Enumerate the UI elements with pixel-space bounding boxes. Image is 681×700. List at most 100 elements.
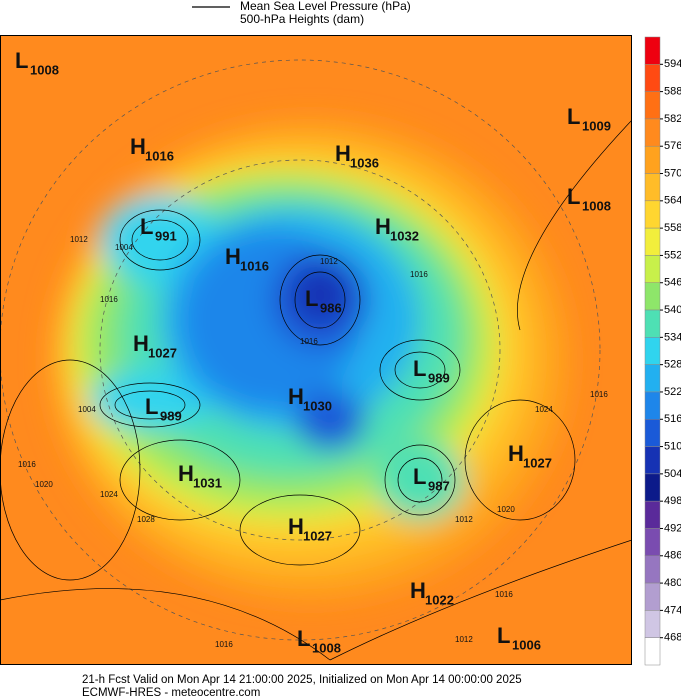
isobar-label: 1012 [455, 515, 473, 524]
center-kind: H [288, 384, 304, 409]
colorbar-tick-label: 540 [664, 304, 681, 316]
center-kind: L [305, 286, 318, 311]
colorbar-tick-label: 558 [664, 222, 681, 234]
colorbar-tick-label: 480 [664, 577, 681, 589]
colorbar-tick-label: 534 [664, 331, 681, 343]
isobar-label: 1016 [18, 460, 36, 469]
colorbar-tick-label: 486 [664, 550, 681, 562]
colorbar-tick-label: 492 [664, 522, 681, 534]
center-kind: H [178, 461, 194, 486]
center-pressure: 1016 [145, 148, 174, 163]
isobar-label: 1016 [100, 295, 118, 304]
colorbar-swatch [644, 309, 661, 338]
colorbar-swatch [644, 528, 661, 557]
colorbar-swatch [644, 118, 661, 147]
center-kind: H [133, 331, 149, 356]
colorbar-tick-label: 564 [664, 195, 681, 207]
center-kind: H [410, 578, 426, 603]
center-kind: H [130, 134, 146, 159]
colorbar-tick-label: 504 [664, 468, 681, 480]
center-pressure: 986 [320, 300, 342, 315]
colorbar-swatch [644, 337, 661, 365]
center-pressure: 1022 [425, 592, 454, 607]
isobar-label: 1016 [215, 640, 233, 649]
colorbar-tick-label: 468 [664, 632, 681, 644]
legend-line-label: Mean Sea Level Pressure (hPa) [240, 0, 411, 13]
center-kind: H [508, 441, 524, 466]
colorbar-swatch [644, 227, 661, 256]
colorbar-swatch [644, 555, 661, 584]
center-pressure: 1008 [582, 198, 611, 213]
colorbar-tick-label: 510 [664, 440, 681, 452]
colorbar-tick-label: 570 [664, 167, 681, 179]
center-pressure: 1031 [193, 475, 222, 490]
colorbar-swatch [644, 637, 661, 666]
colorbar-swatch [644, 391, 661, 420]
colorbar-tick-label: 474 [664, 604, 681, 616]
center-kind: L [497, 623, 510, 648]
colorbar-tick-label: 552 [664, 249, 681, 261]
colorbar-swatch [644, 446, 661, 475]
center-kind: H [375, 214, 391, 239]
colorbar-swatch [644, 36, 661, 65]
isobar-label: 1028 [137, 515, 155, 524]
center-pressure: 1030 [303, 398, 332, 413]
isobars [0, 59, 632, 661]
center-pressure: 989 [428, 370, 450, 385]
legend-fill-label: 500-hPa Heights (dam) [240, 12, 364, 26]
colorbar-swatch [644, 500, 661, 529]
center-pressure: 1027 [523, 455, 552, 470]
colorbar-swatch [644, 473, 661, 502]
colorbar-swatch [644, 582, 661, 611]
center-kind: H [288, 514, 304, 539]
center-pressure: 991 [155, 228, 177, 243]
center-pressure: 1009 [582, 118, 611, 133]
colorbar-tick-label: 588 [664, 86, 681, 98]
colorbar-tick-label: 522 [664, 386, 681, 398]
isobar-label: 1020 [497, 505, 515, 514]
colorbar-swatch [644, 145, 661, 174]
center-kind: L [413, 356, 426, 381]
colorbar-swatch [644, 91, 661, 120]
colorbar-swatch [644, 255, 661, 283]
center-pressure: 1006 [512, 637, 541, 652]
colorbar-swatch [644, 364, 661, 393]
center-kind: L [567, 104, 580, 129]
isobar-label: 1016 [410, 270, 428, 279]
map-frame [0, 35, 632, 665]
center-pressure: 1016 [240, 258, 269, 273]
colorbar-swatch [644, 610, 661, 638]
center-kind: L [297, 626, 310, 651]
colorbar-tick-label: 528 [664, 359, 681, 371]
colorbar-swatch [644, 200, 661, 229]
colorbar-tick-label: 582 [664, 113, 681, 125]
isobar-label: 1012 [320, 257, 338, 266]
center-pressure: 989 [160, 408, 182, 423]
isobar-label: 1016 [300, 337, 318, 346]
isobar-label: 1020 [35, 480, 53, 489]
center-pressure: 987 [428, 478, 450, 493]
colorbar-swatch [644, 419, 661, 447]
center-kind: L [413, 464, 426, 489]
center-kind: L [140, 214, 153, 239]
isobar-label: 1024 [535, 405, 553, 414]
isobar-label: 1012 [455, 635, 473, 644]
center-kind: H [335, 141, 351, 166]
isobar-label: 1012 [70, 235, 88, 244]
colorbar-tick-label: 546 [664, 277, 681, 289]
center-pressure: 1027 [148, 345, 177, 360]
center-kind: L [567, 184, 580, 209]
colorbar-tick-label: 594 [664, 58, 681, 70]
isobar-label: 1016 [495, 590, 513, 599]
colorbar-tick-label: 498 [664, 495, 681, 507]
center-pressure: 1032 [390, 228, 419, 243]
isobar-label: 1024 [100, 490, 118, 499]
footer-valid: 21-h Fcst Valid on Mon Apr 14 21:00:00 2… [82, 674, 522, 686]
center-pressure: 1036 [350, 155, 379, 170]
center-kind: L [145, 394, 158, 419]
colorbar: 594 588 582 576 570 564 558 552 546 540 534 528 522 5… [644, 36, 681, 666]
center-kind: H [225, 244, 241, 269]
isobar-label: 1004 [78, 405, 96, 414]
footer-source: ECMWF-HRES - meteocentre.com [82, 687, 260, 699]
